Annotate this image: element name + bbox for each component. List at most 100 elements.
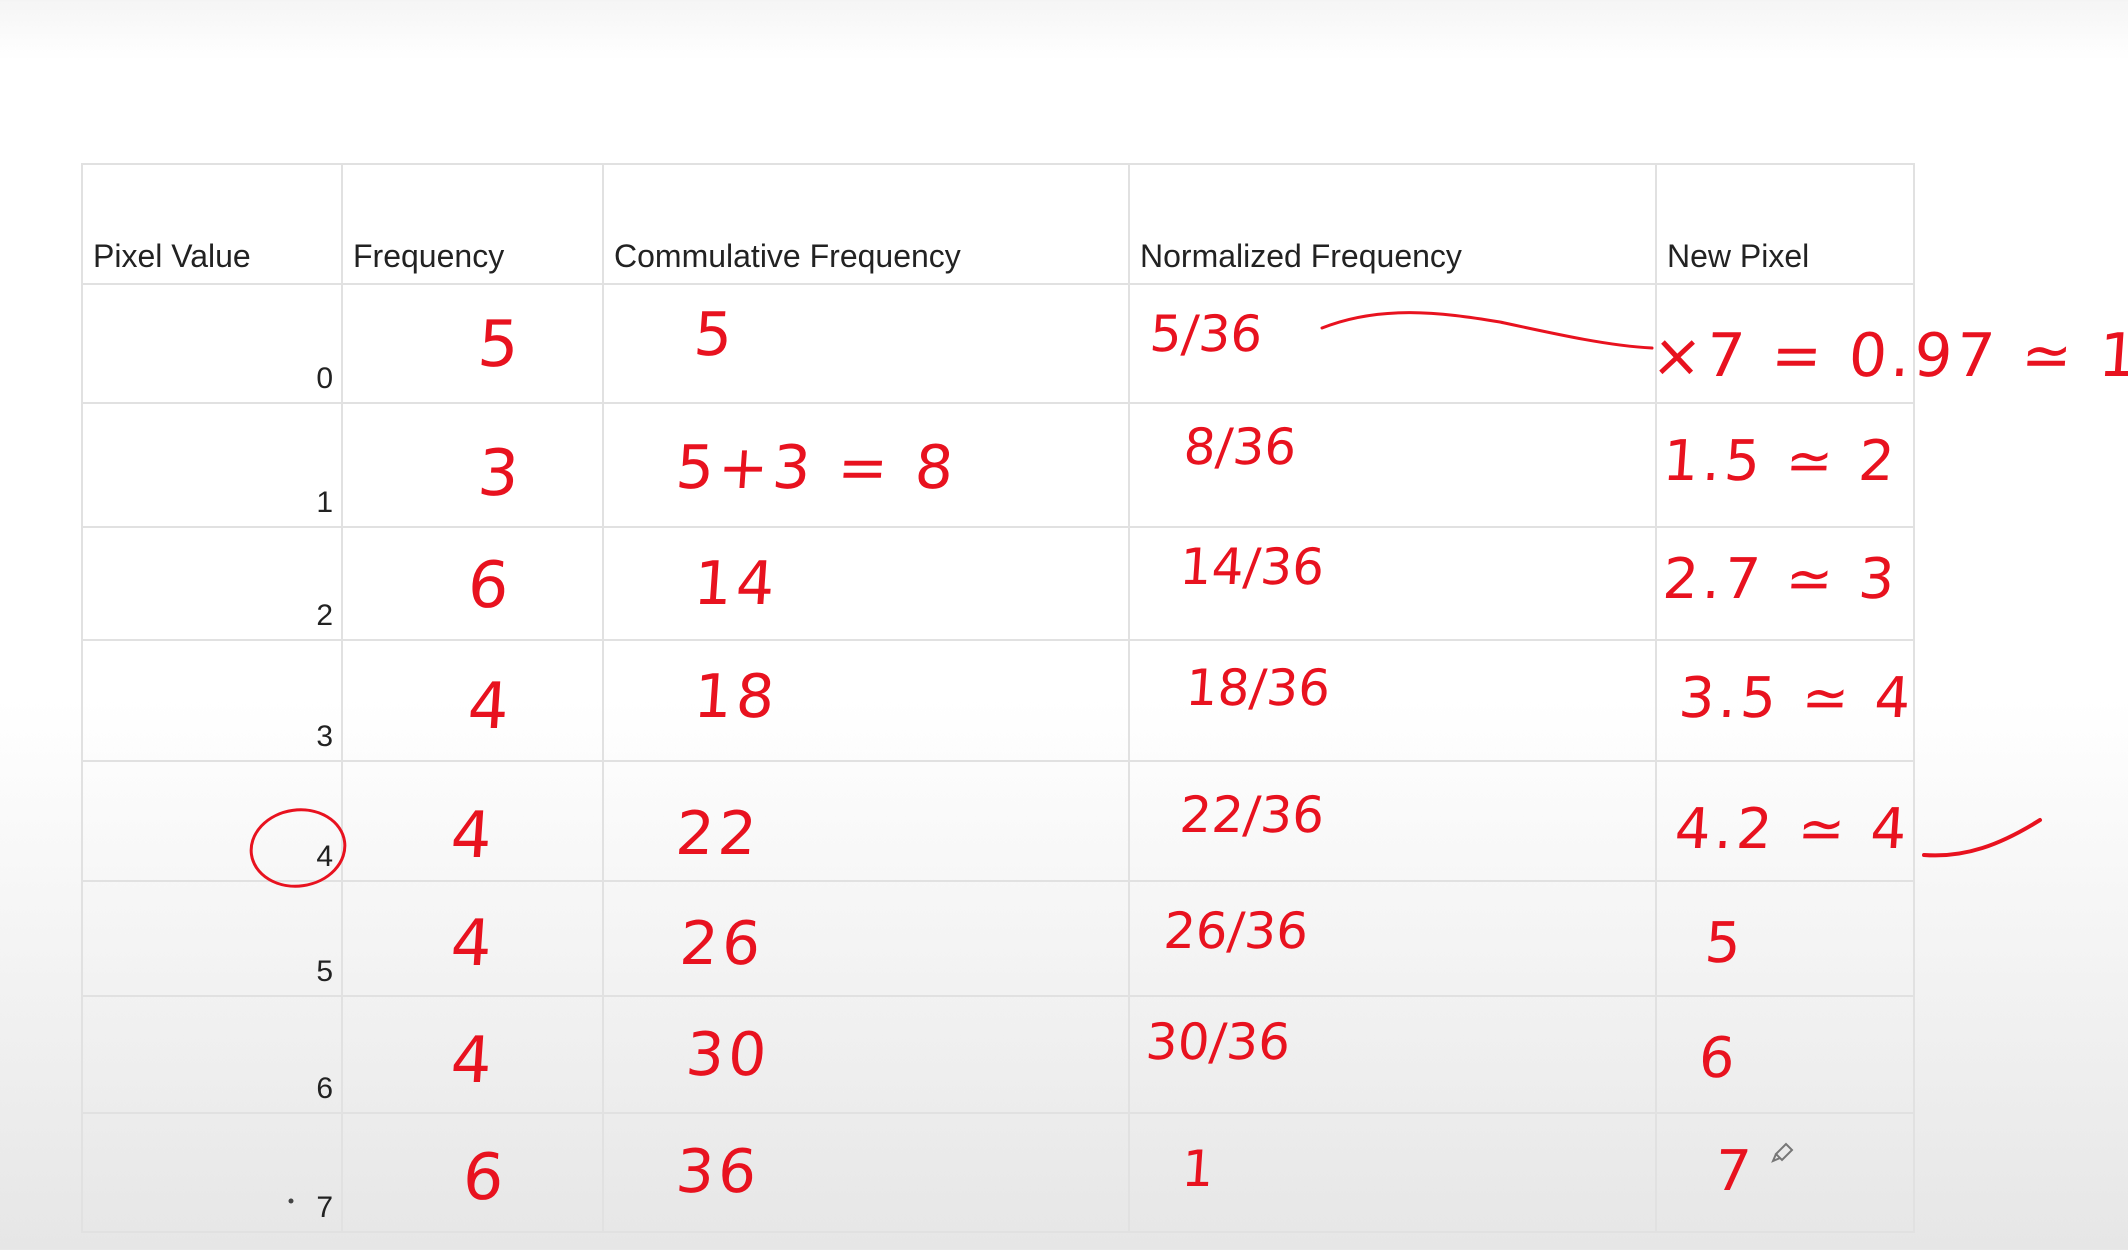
frequency-cell[interactable]: 4	[341, 882, 602, 995]
frequency-value: 4	[448, 1024, 495, 1098]
header-frequency: Frequency	[353, 238, 505, 274]
table-row: 0 5 5 5/36	[81, 283, 1915, 402]
frequency-cell[interactable]: 5	[341, 285, 602, 402]
cumulative-value: 14	[691, 549, 781, 619]
new-pixel-cell[interactable]: 3.5 ≃ 4	[1655, 641, 1917, 760]
pixel-value: 7	[316, 1191, 333, 1224]
new-pixel-value: ×7 = 0.97 ≃ 1	[1649, 321, 2128, 391]
normalized-cell[interactable]: 22/36	[1128, 762, 1655, 880]
header-cell-normalized[interactable]: Normalized Frequency	[1128, 165, 1655, 283]
cumulative-value: 18	[691, 662, 781, 732]
pixel-value: 0	[316, 362, 333, 395]
pixel-value: 4	[316, 840, 333, 873]
header-cumulative-frequency: Commulative Frequency	[614, 238, 961, 274]
cumulative-cell[interactable]: 36	[602, 1114, 1128, 1231]
header-pixel-value: Pixel Value	[93, 238, 251, 274]
pixel-value-cell[interactable]: 7	[81, 1114, 341, 1231]
frequency-cell[interactable]: 4	[341, 997, 602, 1112]
new-pixel-value: 7	[1712, 1139, 1757, 1204]
header-new-pixel: New Pixel	[1667, 238, 1810, 274]
pixel-value: 3	[316, 720, 333, 753]
cumulative-value: 5+3 = 8	[673, 433, 960, 503]
frequency-value: 4	[465, 670, 512, 744]
cumulative-cell[interactable]: 26	[602, 882, 1128, 995]
cumulative-cell[interactable]: 14	[602, 528, 1128, 639]
cumulative-cell[interactable]: 5	[602, 285, 1128, 402]
underline-tick-stroke	[1922, 818, 2042, 858]
pixel-value-cell[interactable]: 2	[81, 528, 341, 639]
pixel-value: 2	[316, 599, 333, 632]
normalized-value: 26/36	[1161, 902, 1311, 960]
frequency-value: 6	[460, 1141, 507, 1215]
table-row: 1 3 5+3 = 8 8/36 1.5 ≃ 2	[81, 402, 1915, 526]
table-row: 6 4 30 30/36 6	[81, 995, 1915, 1112]
cumulative-cell[interactable]: 5+3 = 8	[602, 404, 1128, 526]
frequency-cell[interactable]: 6	[341, 1114, 602, 1231]
pixel-value-cell[interactable]: 1	[81, 404, 341, 526]
normalized-value: 14/36	[1177, 538, 1327, 596]
header-cell-pixel-value[interactable]: Pixel Value	[81, 165, 341, 283]
pixel-value-cell[interactable]: 0	[81, 285, 341, 402]
new-pixel-value: 2.7 ≃ 3	[1660, 547, 1901, 612]
cumulative-value: 5	[691, 300, 739, 370]
new-pixel-value: 1.5 ≃ 2	[1660, 429, 1901, 494]
normalized-cell[interactable]: 5/36	[1128, 285, 1655, 402]
frequency-cell[interactable]: 6	[341, 528, 602, 639]
new-pixel-value: 3.5 ≃ 4	[1676, 666, 1917, 731]
normalized-value: 18/36	[1183, 659, 1333, 717]
pixel-value: 1	[316, 486, 333, 519]
cumulative-value: 30	[683, 1020, 773, 1090]
new-pixel-cell[interactable]: 5	[1655, 882, 1915, 995]
pixel-value-cell[interactable]: 4	[81, 762, 341, 880]
cumulative-cell[interactable]: 22	[602, 762, 1128, 880]
pixel-value: 5	[316, 955, 333, 988]
pixel-value-cell[interactable]: 6	[81, 997, 341, 1112]
table-row: 4 4 22 22/36 4.2 ≃ 4	[81, 760, 1915, 880]
header-row: Pixel Value Frequency Commulative Freque…	[81, 163, 1915, 283]
cumulative-cell[interactable]: 30	[602, 997, 1128, 1112]
pixel-value: 6	[316, 1072, 333, 1105]
cumulative-value: 36	[673, 1137, 763, 1207]
table-row: 5 4 26 26/36 5	[81, 880, 1915, 995]
new-pixel-value: 6	[1696, 1026, 1741, 1091]
header-normalized-frequency: Normalized Frequency	[1140, 238, 1462, 274]
normalized-cell[interactable]: 26/36	[1128, 882, 1655, 995]
cumulative-value: 26	[677, 909, 767, 979]
normalized-value: 1	[1179, 1140, 1216, 1198]
normalized-cell[interactable]: 30/36	[1128, 997, 1655, 1112]
header-cell-new-pixel[interactable]: New Pixel	[1655, 165, 1915, 283]
normalized-value: 8/36	[1181, 418, 1299, 476]
new-pixel-cell[interactable]: 2.7 ≃ 3	[1655, 528, 1915, 639]
header-cell-frequency[interactable]: Frequency	[341, 165, 602, 283]
frequency-value: 4	[448, 799, 495, 873]
table-row: 7 6 36 1 7	[81, 1112, 1915, 1233]
frequency-value: 5	[475, 308, 522, 382]
frequency-cell[interactable]: 3	[341, 404, 602, 526]
new-pixel-cell[interactable]: 7	[1655, 1114, 1915, 1231]
pixel-value-cell[interactable]: 3	[81, 641, 341, 760]
new-pixel-value: 4.2 ≃ 4	[1672, 797, 1913, 862]
spreadsheet-table: Pixel Value Frequency Commulative Freque…	[81, 163, 1917, 1235]
table-row: 2 6 14 14/36 2.7 ≃ 3	[81, 526, 1915, 639]
pixel-value-cell[interactable]: 5	[81, 882, 341, 995]
new-pixel-cell[interactable]: 4.2 ≃ 4	[1655, 762, 1915, 880]
normalized-cell[interactable]: 8/36	[1128, 404, 1655, 526]
table-row: 3 4 18 18/36 3.5 ≃ 4	[81, 639, 1917, 760]
frequency-cell[interactable]: 4	[341, 762, 602, 880]
normalized-cell[interactable]: 1	[1128, 1114, 1655, 1231]
cumulative-cell[interactable]: 18	[602, 641, 1128, 760]
frequency-value: 6	[465, 549, 512, 623]
cumulative-value: 22	[673, 799, 763, 869]
new-pixel-cell[interactable]: 6	[1655, 997, 1915, 1112]
frequency-value: 4	[448, 907, 495, 981]
new-pixel-value: 5	[1702, 911, 1747, 976]
new-pixel-cell[interactable]: 1.5 ≃ 2	[1655, 404, 1915, 526]
frequency-value: 3	[475, 437, 522, 511]
normalized-cell[interactable]: 14/36	[1128, 528, 1655, 639]
new-pixel-cell[interactable]	[1655, 285, 1915, 402]
header-cell-cumulative[interactable]: Commulative Frequency	[602, 165, 1128, 283]
normalized-value: 22/36	[1177, 786, 1327, 844]
normalized-value: 5/36	[1147, 305, 1265, 363]
frequency-cell[interactable]: 4	[341, 641, 602, 760]
normalized-cell[interactable]: 18/36	[1128, 641, 1655, 760]
